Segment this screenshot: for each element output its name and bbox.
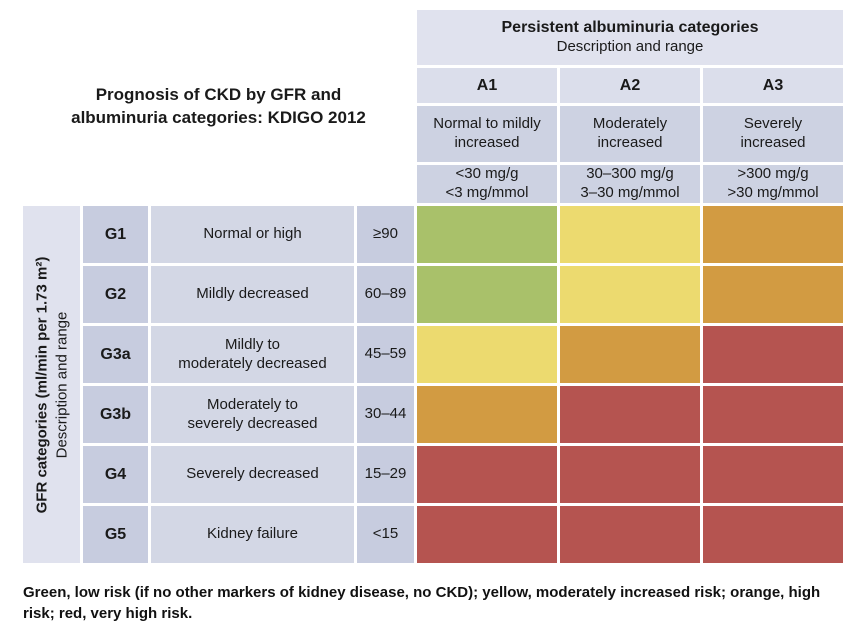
albuminuria-header-subtitle: Description and range — [556, 38, 704, 56]
risk-cell-g4-a3 — [703, 446, 843, 503]
risk-legend-footnote: Green, low risk (if no other markers of … — [23, 584, 821, 622]
gfr-row-description-g3a: Mildly to moderately decreased — [151, 326, 354, 383]
column-range-a1: <30 mg/g <3 mg/mmol — [417, 165, 557, 203]
column-header-a3: A3 — [703, 68, 843, 103]
kdigo-risk-table: Prognosis of CKD by GFR and albuminuria … — [23, 10, 843, 563]
gfr-row-description-g4: Severely decreased — [151, 446, 354, 503]
gfr-axis-label-regular: Description and range — [52, 311, 70, 458]
column-description-a1: Normal to mildly increased — [417, 106, 557, 162]
risk-cell-g3a-a2 — [560, 326, 700, 383]
gfr-row-range-g2: 60–89 — [357, 266, 414, 323]
gfr-axis-label-bold: GFR categories (ml/min per 1.73 m²) — [33, 256, 50, 513]
risk-cell-g1-a3 — [703, 206, 843, 263]
column-description-a2: Moderately increased — [560, 106, 700, 162]
risk-cell-g4-a2 — [560, 446, 700, 503]
gfr-row-description-g5: Kidney failure — [151, 506, 354, 563]
figure-title-line2: albuminuria categories: KDIGO 2012 — [71, 107, 366, 127]
column-description-a3: Severely increased — [703, 106, 843, 162]
column-header-a2: A2 — [560, 68, 700, 103]
risk-cell-g1-a2 — [560, 206, 700, 263]
risk-cell-g5-a3 — [703, 506, 843, 563]
column-range-a3: >300 mg/g >30 mg/mmol — [703, 165, 843, 203]
gfr-row-range-g3b: 30–44 — [357, 386, 414, 443]
column-range-a2: 30–300 mg/g 3–30 mg/mmol — [560, 165, 700, 203]
figure-title: Prognosis of CKD by GFR and albuminuria … — [23, 10, 414, 203]
risk-cell-g3b-a2 — [560, 386, 700, 443]
gfr-row-range-g5: <15 — [357, 506, 414, 563]
risk-cell-g4-a1 — [417, 446, 557, 503]
albuminuria-header: Persistent albuminuria categories Descri… — [417, 10, 843, 65]
gfr-axis-label: GFR categories (ml/min per 1.73 m²) Desc… — [23, 206, 80, 563]
gfr-row-range-g4: 15–29 — [357, 446, 414, 503]
risk-cell-g5-a1 — [417, 506, 557, 563]
risk-cell-g3b-a1 — [417, 386, 557, 443]
albuminuria-header-title: Persistent albuminuria categories — [501, 19, 759, 37]
risk-cell-g2-a3 — [703, 266, 843, 323]
risk-cell-g2-a1 — [417, 266, 557, 323]
gfr-row-description-g1: Normal or high — [151, 206, 354, 263]
risk-cell-g3a-a1 — [417, 326, 557, 383]
risk-cell-g1-a1 — [417, 206, 557, 263]
gfr-row-range-g3a: 45–59 — [357, 326, 414, 383]
gfr-row-code-g4: G4 — [83, 446, 148, 503]
figure-title-line1: Prognosis of CKD by GFR and — [95, 84, 342, 104]
gfr-row-code-g1: G1 — [83, 206, 148, 263]
gfr-row-code-g2: G2 — [83, 266, 148, 323]
column-header-a1: A1 — [417, 68, 557, 103]
gfr-row-code-g3a: G3a — [83, 326, 148, 383]
risk-cell-g5-a2 — [560, 506, 700, 563]
gfr-row-description-g3b: Moderately to severely decreased — [151, 386, 354, 443]
risk-cell-g3a-a3 — [703, 326, 843, 383]
gfr-row-range-g1: ≥90 — [357, 206, 414, 263]
gfr-row-description-g2: Mildly decreased — [151, 266, 354, 323]
risk-cell-g3b-a3 — [703, 386, 843, 443]
gfr-row-code-g5: G5 — [83, 506, 148, 563]
risk-cell-g2-a2 — [560, 266, 700, 323]
gfr-row-code-g3b: G3b — [83, 386, 148, 443]
